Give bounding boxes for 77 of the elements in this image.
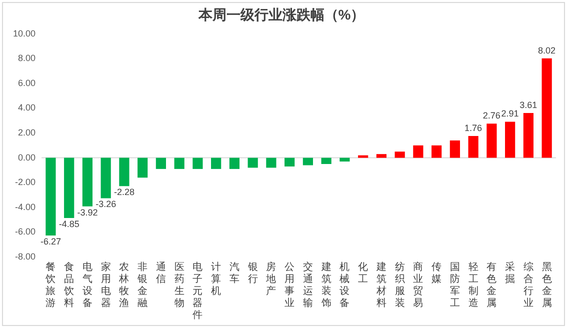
bar (229, 158, 240, 169)
y-tick-label: -6.00 (15, 226, 36, 237)
bar (46, 158, 56, 236)
bar (138, 158, 148, 178)
bar (394, 152, 405, 158)
data-label: 3.61 (520, 100, 538, 110)
x-tick-label: 医药生物 (174, 262, 184, 309)
bar (413, 145, 424, 158)
x-tick-label: 综合行业 (523, 260, 534, 309)
x-tick-label: 电气设备 (82, 260, 92, 309)
x-tick-label: 交通运输 (302, 260, 313, 309)
data-label: -2.28 (114, 187, 134, 198)
y-tick-label: -8.00 (15, 251, 36, 262)
bar (248, 158, 258, 168)
x-tick-label: 食品饮料 (63, 260, 74, 309)
bar (284, 158, 295, 166)
bar (340, 158, 350, 162)
bar (321, 158, 332, 164)
bar (211, 158, 222, 169)
data-label: 8.02 (538, 45, 556, 56)
data-label: 1.76 (464, 122, 482, 133)
y-tick-label: 2.00 (18, 127, 36, 138)
x-tick-label: 商业贸易 (413, 260, 424, 309)
data-label: 2.76 (482, 110, 500, 121)
bar (450, 140, 460, 158)
bar (486, 124, 497, 158)
data-label: -4.85 (58, 218, 80, 229)
y-tick-label: 4.00 (18, 102, 36, 113)
bar (432, 145, 442, 158)
bar (266, 158, 276, 168)
bar (542, 58, 552, 158)
x-tick-label: 汽车 (229, 260, 240, 285)
bar (376, 154, 386, 158)
y-tick-label: -4.00 (15, 202, 36, 212)
x-tick-label: 公用事业 (284, 260, 295, 309)
y-tick-label: 0.00 (18, 152, 36, 162)
x-tick-label: 通信 (156, 260, 166, 285)
bar (119, 158, 130, 186)
x-tick-label: 房地产 (265, 260, 276, 297)
data-label: -3.92 (77, 207, 98, 218)
x-tick-label: 非银金融 (136, 260, 148, 309)
x-tick-label: 机械设备 (340, 260, 350, 309)
x-tick-label: 建筑装饰 (320, 260, 332, 309)
x-tick-label: 采掘 (505, 260, 516, 285)
y-tick-label: 6.00 (18, 78, 36, 88)
data-label: -3.26 (96, 199, 116, 210)
x-tick-label: 传媒 (432, 262, 442, 285)
chart-title: 本周一级行业涨跌幅（%） (197, 6, 365, 22)
bar (505, 122, 516, 158)
x-tick-label: 化工 (358, 260, 368, 285)
x-tick-label: 有色金属 (486, 260, 497, 309)
data-label: 2.91 (501, 108, 519, 119)
x-tick-label: 农林牧渔 (118, 262, 130, 309)
bar (358, 155, 368, 158)
x-tick-label: 家用电器 (100, 260, 111, 309)
bar (82, 158, 93, 206)
bar (64, 158, 74, 218)
x-tick-label: 餐饮旅游 (44, 260, 56, 309)
x-tick-label: 电子元器件 (192, 260, 203, 321)
x-tick-label: 轻工制造 (468, 260, 478, 309)
bar (302, 158, 313, 166)
bar (468, 136, 478, 158)
x-tick-label: 建筑材料 (375, 260, 386, 309)
bar (100, 158, 111, 198)
bar (523, 113, 534, 158)
y-tick-label: 8.00 (18, 53, 36, 64)
x-tick-label: 国防军工 (450, 262, 460, 309)
bar (192, 158, 203, 169)
y-tick-label: -2.00 (15, 177, 36, 188)
x-tick-label: 纺织服装 (394, 260, 405, 309)
x-tick-label: 银行 (246, 262, 258, 285)
x-tick-label: 黑色金属 (542, 262, 552, 309)
bar (174, 158, 184, 169)
data-label: -6.27 (40, 236, 61, 247)
y-tick-label: 10.00 (12, 28, 36, 38)
x-tick-label: 计算机 (211, 260, 222, 297)
bar (156, 158, 166, 169)
